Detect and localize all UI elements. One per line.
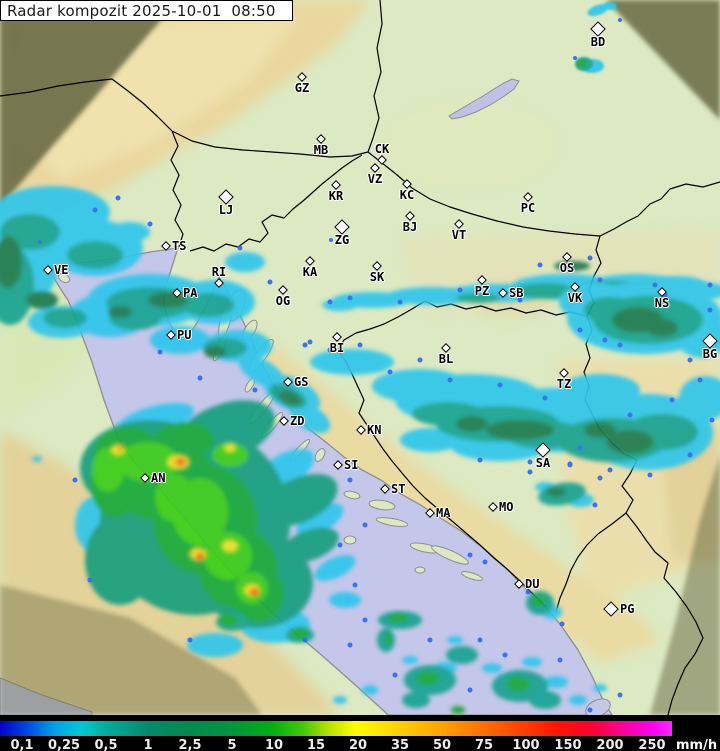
country-borders <box>0 0 720 715</box>
map-title: Radar kompozit 2025-10-01 08:50 <box>7 1 276 20</box>
drizzle-specks <box>38 18 715 713</box>
city-code-label: MA <box>436 506 451 520</box>
city-code-label: PG <box>620 602 635 616</box>
city-code-label: SA <box>535 456 551 470</box>
legend-value: 200 <box>596 738 624 751</box>
lakes <box>448 78 611 715</box>
city-code-label: BI <box>329 341 345 355</box>
city-code-label: KA <box>302 265 318 279</box>
city-code-label: BD <box>590 35 606 49</box>
city-code-label: OS <box>559 261 575 275</box>
city-code-label: VZ <box>367 172 383 186</box>
city-code-label: AN <box>151 471 166 485</box>
legend-value: 2,5 <box>178 738 202 751</box>
city-code-label: TZ <box>556 377 572 391</box>
city-code-label: ST <box>391 482 406 496</box>
legend-value: 150 <box>554 738 582 751</box>
city-code-label: RI <box>211 265 227 279</box>
radar-map: VE TS LJ GZ MB CK VZ KR KC BJ <box>0 0 720 715</box>
city-code-label: VT <box>451 228 467 242</box>
city-code-label: KN <box>367 423 382 437</box>
city-code-label: BG <box>702 347 718 361</box>
legend-value: 20 <box>348 738 368 751</box>
city-code-label: ZD <box>290 414 305 428</box>
city-code-label: PZ <box>474 284 490 298</box>
legend-value: 75 <box>474 738 494 751</box>
legend-value: 10 <box>264 738 284 751</box>
legend-value: 0,5 <box>94 738 118 751</box>
city-code-label: ZG <box>334 233 350 247</box>
city-code-label: DU <box>525 577 540 591</box>
city-code-label: PA <box>183 286 198 300</box>
city-code-label: MB <box>313 143 329 157</box>
city-code-label: TS <box>172 239 187 253</box>
city-code-label: BL <box>438 352 454 366</box>
legend-unit-label: mm/h <box>676 738 718 751</box>
city-code-label: KC <box>399 188 415 202</box>
city-code-label: GZ <box>294 81 310 95</box>
intensity-colorbar <box>0 721 672 736</box>
legend-value: 50 <box>432 738 452 751</box>
city-code-label: PC <box>520 201 536 215</box>
legend-value: 250 <box>638 738 666 751</box>
city-code-label: KR <box>328 189 344 203</box>
city-code-label: NS <box>654 296 670 310</box>
intensity-legend: 0,1 0,25 0,5 1 2,5 5 10 15 20 35 50 75 100 150 200 250 … <box>0 715 720 751</box>
city-code-label: SI <box>344 458 359 472</box>
city-code-label: GS <box>294 375 309 389</box>
title-box: Radar kompozit 2025-10-01 08:50 <box>0 0 293 21</box>
legend-value: 5 <box>227 738 237 751</box>
legend-value: 35 <box>390 738 410 751</box>
lake-balaton <box>448 78 520 120</box>
city-code-label: VE <box>54 263 69 277</box>
city-code-label: SB <box>509 286 524 300</box>
legend-value: 0,1 <box>10 738 34 751</box>
city-code-label: CK <box>374 142 390 156</box>
legend-value: 1 <box>143 738 153 751</box>
lake-skadar <box>585 698 611 715</box>
city-code-label: LJ <box>218 203 234 217</box>
legend-value: 0,25 <box>47 738 81 751</box>
radar-range-mask <box>0 0 720 715</box>
city-code-label: MO <box>499 500 514 514</box>
city-code-label: BJ <box>402 220 418 234</box>
city-code-label: PU <box>177 328 192 342</box>
city-code-label: OG <box>275 294 291 308</box>
legend-value: 15 <box>306 738 326 751</box>
legend-value: 100 <box>512 738 540 751</box>
city-code-label: VK <box>567 291 583 305</box>
city-code-label: SK <box>369 270 385 284</box>
